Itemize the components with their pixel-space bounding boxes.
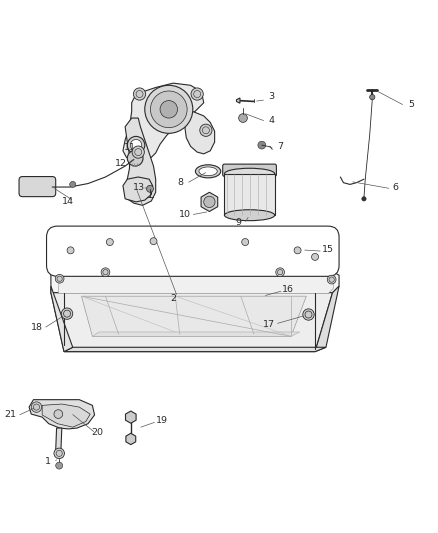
Text: 1: 1 [45,457,51,466]
Polygon shape [58,270,333,294]
Circle shape [67,247,74,254]
FancyBboxPatch shape [46,226,339,276]
Polygon shape [126,411,136,423]
Polygon shape [51,293,332,352]
Circle shape [150,238,157,245]
Polygon shape [315,286,339,352]
Text: 21: 21 [4,410,16,419]
Text: 12: 12 [115,158,127,167]
Circle shape [242,239,249,246]
Circle shape [160,101,177,118]
FancyBboxPatch shape [19,176,56,197]
Polygon shape [237,98,240,103]
Circle shape [54,448,64,458]
Circle shape [70,181,76,188]
Circle shape [106,239,113,246]
Polygon shape [123,177,152,202]
Polygon shape [224,174,275,215]
Text: 6: 6 [393,182,399,191]
Circle shape [362,197,366,201]
Circle shape [327,275,336,284]
Text: 7: 7 [277,142,283,151]
Circle shape [127,136,145,154]
Circle shape [131,140,142,151]
Circle shape [55,274,64,283]
Text: 3: 3 [268,92,275,101]
Text: 2: 2 [170,294,176,303]
Text: 10: 10 [179,209,191,219]
Circle shape [311,253,318,261]
Polygon shape [123,83,204,161]
Polygon shape [201,192,218,212]
Polygon shape [185,111,215,154]
Polygon shape [126,433,136,445]
Text: 4: 4 [268,116,274,125]
Polygon shape [92,332,300,336]
Text: 13: 13 [133,182,145,191]
Circle shape [145,85,193,133]
Polygon shape [64,348,326,352]
Circle shape [370,94,375,100]
Circle shape [150,91,187,128]
Circle shape [204,196,215,207]
Circle shape [31,402,42,413]
Polygon shape [42,404,90,427]
Polygon shape [51,266,339,293]
Circle shape [101,268,110,277]
Ellipse shape [224,210,275,221]
Text: 11: 11 [124,143,135,152]
FancyBboxPatch shape [223,164,276,176]
Ellipse shape [195,165,221,178]
Circle shape [258,141,266,149]
Polygon shape [56,428,62,450]
Polygon shape [125,118,155,205]
Text: 16: 16 [282,285,294,294]
Circle shape [134,88,146,100]
Circle shape [56,462,63,469]
Text: 9: 9 [236,219,242,228]
Polygon shape [81,296,306,336]
Text: 17: 17 [263,320,275,329]
Text: 8: 8 [177,178,184,187]
Circle shape [132,146,145,158]
Circle shape [239,114,247,123]
Polygon shape [29,400,95,429]
Circle shape [61,308,73,319]
Circle shape [276,268,285,277]
Text: 15: 15 [322,245,334,254]
Circle shape [54,410,63,418]
Circle shape [200,124,212,136]
Circle shape [191,88,203,100]
Text: 19: 19 [156,416,168,425]
Text: 5: 5 [408,100,414,109]
Circle shape [294,247,301,254]
Text: 18: 18 [31,323,42,332]
Circle shape [147,185,153,192]
Polygon shape [51,286,73,352]
Ellipse shape [199,167,217,176]
Ellipse shape [224,168,275,179]
Circle shape [127,150,143,166]
Circle shape [303,309,314,320]
Text: 14: 14 [62,197,74,206]
Text: 20: 20 [92,428,104,437]
